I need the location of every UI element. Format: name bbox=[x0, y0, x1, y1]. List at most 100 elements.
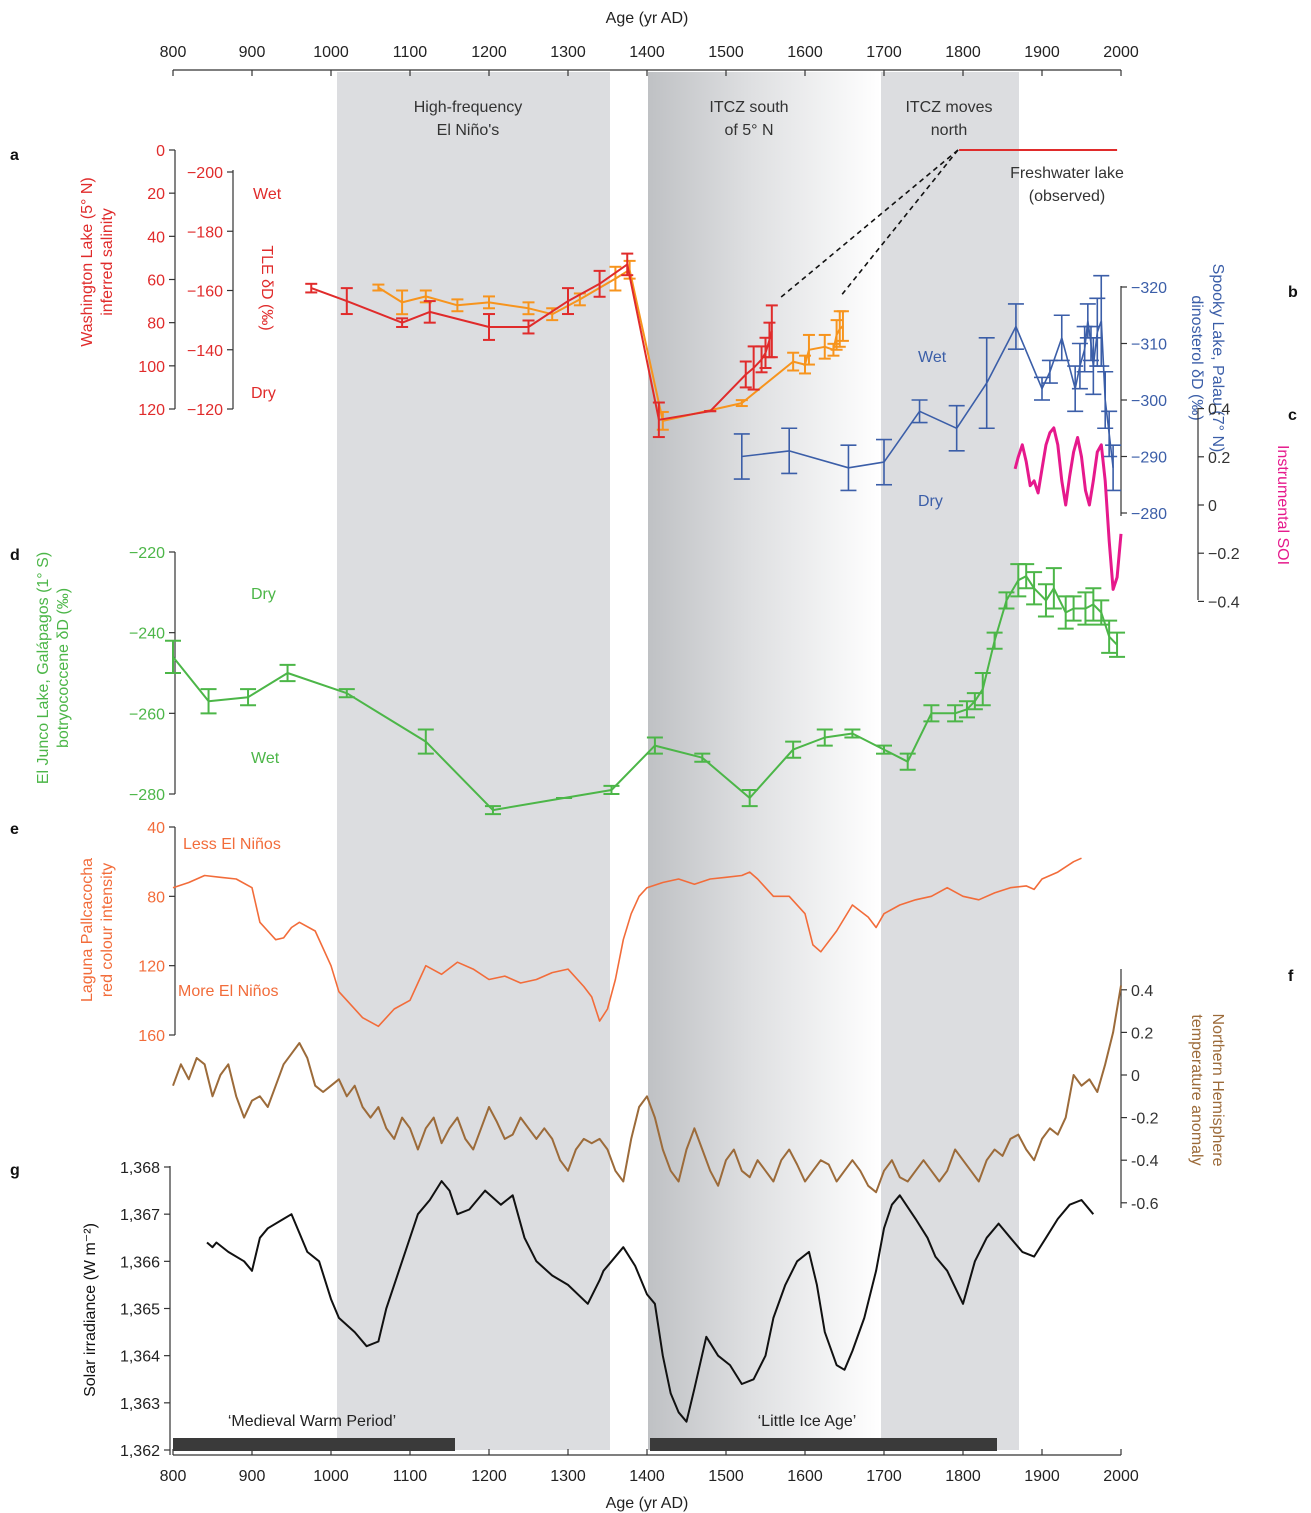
panel-letter-g: g bbox=[10, 1162, 20, 1179]
y-tick-label: 1,365 bbox=[120, 1302, 160, 1319]
medieval-period-bar bbox=[173, 1438, 455, 1451]
y-tick-label: 0 bbox=[1208, 498, 1217, 515]
bottom-tick-label: 1400 bbox=[629, 1468, 665, 1485]
panel-b-dry: Dry bbox=[918, 493, 943, 510]
panel-e-ylabel-2: red colour intensity bbox=[99, 863, 116, 997]
panel-a-axes: 0 20 40 60 80 100 120 −200 −180 −160 −140 −120 bbox=[138, 143, 234, 419]
y-tick-label: 0.2 bbox=[1208, 450, 1230, 467]
y-tick-label: −280 bbox=[129, 787, 165, 804]
y-tick-label: −140 bbox=[187, 343, 223, 360]
y-tick-label: 1,366 bbox=[120, 1254, 160, 1271]
y-tick-label: -0.4 bbox=[1131, 1153, 1159, 1170]
panel-a-ylabel-2: inferred salinity bbox=[99, 208, 116, 316]
bottom-tick-label: 1900 bbox=[1024, 1468, 1060, 1485]
bottom-tick-label: 1100 bbox=[393, 1468, 428, 1485]
panel-c-axes: 0.4 0.2 0 −0.2 −0.4 bbox=[1197, 402, 1240, 611]
panel-g-ylabel: Solar irradiance (W m⁻²) bbox=[82, 1223, 99, 1397]
y-tick-label: 20 bbox=[147, 186, 165, 203]
top-tick-label: 800 bbox=[160, 44, 187, 61]
annotation-itcz-north-1: ITCZ moves bbox=[905, 99, 992, 116]
panel-a-connectors bbox=[779, 149, 959, 299]
bottom-tick-label: 1800 bbox=[945, 1468, 981, 1485]
y-tick-label: −180 bbox=[187, 224, 223, 241]
panel-d-line bbox=[172, 575, 1118, 812]
bottom-tick-label: 1000 bbox=[313, 1468, 349, 1485]
annotation-freshwater-1: Freshwater lake bbox=[1010, 165, 1124, 182]
panel-f-ylabel-2: temperature anomaly bbox=[1188, 1014, 1205, 1165]
bottom-tick-label: 1500 bbox=[708, 1468, 744, 1485]
panel-f-plot bbox=[172, 985, 1122, 1194]
y-tick-label: -0.2 bbox=[1131, 1111, 1159, 1128]
panel-f-ylabel-1: Northern Hemisphere bbox=[1209, 1014, 1226, 1167]
shade-itcz-south bbox=[648, 72, 881, 1450]
little-ice-age-bar bbox=[650, 1438, 997, 1451]
panel-a-ylabel-1: Washington Lake (5° N) bbox=[79, 177, 96, 346]
y-tick-label: 0.4 bbox=[1208, 402, 1230, 419]
top-tick-label: 900 bbox=[239, 44, 266, 61]
y-tick-label: −0.2 bbox=[1208, 546, 1240, 563]
top-tick-label: 1500 bbox=[708, 44, 744, 61]
top-tick-label: 1300 bbox=[550, 44, 586, 61]
bottom-axis-ticks: 800 900 1000 1100 1200 1300 1400 1500 1600 1700 18… bbox=[160, 1449, 1139, 1485]
panel-letter-b: b bbox=[1288, 284, 1298, 301]
y-tick-label: −0.4 bbox=[1208, 594, 1240, 611]
top-tick-label: 1600 bbox=[787, 44, 823, 61]
panel-a-plot bbox=[305, 149, 1118, 439]
panel-e-line bbox=[172, 857, 1082, 1028]
annotation-freshwater-2: (observed) bbox=[1029, 188, 1105, 205]
panel-b-wet: Wet bbox=[918, 349, 947, 366]
bottom-tick-label: 1200 bbox=[471, 1468, 507, 1485]
top-tick-label: 1700 bbox=[866, 44, 902, 61]
panel-b-plot bbox=[733, 274, 1122, 492]
top-tick-label: 1900 bbox=[1024, 44, 1060, 61]
top-tick-label: 1400 bbox=[629, 44, 665, 61]
panel-b-axes: −320 −310 −300 −290 −280 bbox=[1120, 280, 1167, 523]
y-tick-label: 80 bbox=[147, 889, 165, 906]
panel-d-dry: Dry bbox=[251, 586, 276, 603]
y-tick-label: 1,362 bbox=[120, 1443, 160, 1460]
panel-d-plot bbox=[165, 563, 1126, 816]
shade-itcz-north bbox=[881, 72, 1019, 1450]
bottom-tick-label: 1300 bbox=[550, 1468, 586, 1485]
panel-letter-a: a bbox=[10, 147, 19, 164]
top-axis-ticks: 800 900 1000 1100 1200 1300 1400 1500 1600 1700 18… bbox=[160, 44, 1139, 76]
little-ice-age-label: ‘Little Ice Age’ bbox=[758, 1413, 857, 1430]
y-tick-label: 60 bbox=[147, 273, 165, 290]
y-tick-label: 120 bbox=[138, 959, 165, 976]
y-tick-label: −300 bbox=[1131, 393, 1167, 410]
y-tick-label: 40 bbox=[147, 229, 165, 246]
y-tick-label: 0.4 bbox=[1131, 983, 1153, 1000]
y-tick-label: 1,364 bbox=[120, 1349, 160, 1366]
panel-d-ylabel-2: botryococcene δD (‰) bbox=[55, 588, 72, 748]
panel-f-line bbox=[172, 985, 1122, 1194]
y-tick-label: 160 bbox=[138, 1028, 165, 1045]
y-tick-label: 1,368 bbox=[120, 1160, 160, 1177]
y-tick-label: 100 bbox=[138, 359, 165, 376]
y-tick-label: 0 bbox=[156, 143, 165, 160]
y-tick-label: -0.6 bbox=[1131, 1196, 1159, 1213]
y-tick-label: 120 bbox=[138, 402, 165, 419]
y-tick-label: −220 bbox=[129, 545, 165, 562]
panel-a-tle-label: TLE δD (‰) bbox=[258, 245, 275, 330]
y-tick-label: 1,363 bbox=[120, 1396, 160, 1413]
top-tick-label: 1000 bbox=[313, 44, 349, 61]
bottom-axis-label: Age (yr AD) bbox=[606, 1495, 689, 1512]
shade-medieval bbox=[337, 72, 610, 1450]
annotation-itcz-south-1: ITCZ south bbox=[709, 99, 788, 116]
panel-e-less: Less El Niños bbox=[183, 836, 281, 853]
panel-d-wet: Wet bbox=[251, 750, 280, 767]
panel-g-plot bbox=[206, 1180, 1095, 1423]
panel-letter-d: d bbox=[10, 547, 20, 564]
bottom-tick-label: 800 bbox=[160, 1468, 187, 1485]
bottom-tick-label: 1600 bbox=[787, 1468, 823, 1485]
y-tick-label: −320 bbox=[1131, 280, 1167, 297]
y-tick-label: −260 bbox=[129, 706, 165, 723]
panel-b-line bbox=[741, 320, 1114, 469]
y-tick-label: −290 bbox=[1131, 450, 1167, 467]
y-tick-label: 0 bbox=[1131, 1068, 1140, 1085]
y-tick-label: −280 bbox=[1131, 506, 1167, 523]
annotation-high-frequency-1: High-frequency bbox=[414, 99, 523, 116]
panel-e-axes: 40 80 120 160 bbox=[138, 820, 176, 1045]
panel-g-line bbox=[206, 1180, 1095, 1423]
